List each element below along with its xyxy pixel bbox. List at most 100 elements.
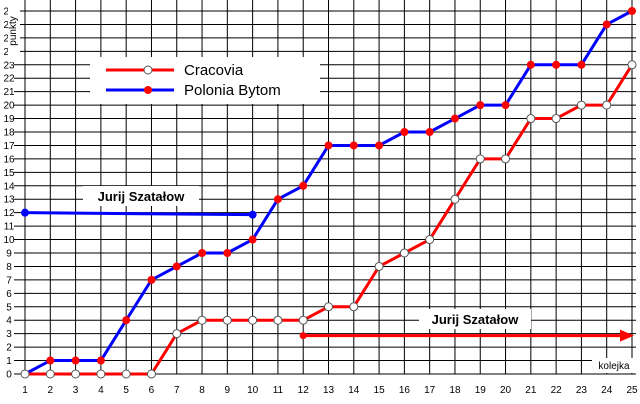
y-tick-label: 22	[3, 74, 15, 85]
y-tick-label: 11	[4, 222, 15, 233]
data-point-polonia-bytom	[46, 356, 55, 365]
data-point-cracovia	[45, 369, 55, 379]
legend-marker	[144, 86, 152, 94]
y-tick-label: 4	[6, 316, 12, 327]
legend-box	[90, 57, 320, 104]
data-point-cracovia	[526, 114, 536, 124]
annotation-label-box-polonia	[83, 186, 199, 206]
y-tick-label: 21	[3, 87, 15, 98]
x-tick-label: 10	[247, 385, 259, 396]
y-tick-label: 2	[6, 343, 12, 354]
data-point-polonia-bytom	[425, 128, 434, 136]
y-tick-label: 23	[3, 60, 15, 71]
data-point-polonia-bytom	[602, 20, 611, 29]
data-point-polonia-bytom	[552, 60, 561, 69]
y-tick-label: 12	[3, 208, 15, 219]
data-point-cracovia	[273, 315, 283, 325]
data-point-polonia-bytom	[628, 7, 636, 15]
x-tick-label: 2	[48, 385, 54, 396]
data-point-polonia-bytom	[248, 235, 257, 244]
data-point-polonia-bytom	[501, 101, 510, 110]
annotations: Jurij Szatałow Jurij Szatałow	[21, 186, 634, 342]
x-tick-label: 11	[273, 385, 284, 396]
x-tick-label: 20	[500, 385, 512, 396]
data-point-cracovia	[197, 315, 207, 325]
x-tick-label: 3	[73, 385, 79, 396]
legend-marker	[143, 65, 153, 75]
y-tick-label: 14	[3, 181, 15, 192]
data-point-polonia-bytom	[223, 249, 232, 257]
data-point-cracovia	[324, 302, 333, 312]
y-tick-label: 0	[6, 370, 12, 381]
legend: Cracovia Polonia Bytom	[90, 57, 320, 104]
data-point-polonia-bytom	[147, 275, 156, 284]
annotation-line-polonia	[24, 211, 253, 217]
annotation-end-dot-polonia	[248, 210, 257, 219]
data-point-cracovia	[551, 114, 561, 124]
data-point-polonia-bytom	[122, 316, 131, 325]
data-point-cracovia	[71, 369, 81, 379]
annotation-start-dot-cracovia	[299, 332, 307, 340]
data-point-cracovia	[172, 329, 182, 339]
data-point-polonia-bytom	[172, 262, 181, 271]
y-tick-label: 20	[3, 101, 15, 112]
xlabel: kolejka	[598, 361, 630, 372]
data-point-polonia-bytom	[198, 249, 207, 257]
data-point-cracovia	[425, 235, 435, 245]
x-tick-labels: 1 2 3 4 5 6 7 8 9 10 11 12 13 14 15 16 17 18 19 20 21 22 23 24 2…	[22, 385, 638, 396]
data-point-cracovia	[298, 315, 308, 325]
x-tick-label: 22	[551, 385, 563, 396]
data-point-cracovia	[627, 60, 637, 70]
x-tick-label: 18	[449, 385, 461, 396]
x-tick-label: 9	[225, 385, 231, 396]
x-tick-label: 23	[576, 385, 588, 396]
y-tick-label: 1	[6, 356, 12, 367]
data-point-cracovia	[602, 100, 612, 110]
y-tick-label: 7	[6, 275, 12, 286]
series-layer	[20, 7, 637, 379]
data-point-cracovia	[248, 315, 258, 325]
data-point-cracovia	[96, 369, 106, 379]
y-tick-label: 6	[6, 289, 12, 300]
y-tick-label: 19	[3, 114, 15, 125]
annotation-label-cracovia: Jurij Szatałow	[432, 312, 520, 327]
y-tick-label: 13	[3, 195, 15, 206]
y-tick-label: 16	[3, 154, 15, 165]
data-point-cracovia	[146, 369, 156, 379]
x-tick-label: 5	[123, 385, 129, 396]
data-point-cracovia	[475, 154, 485, 164]
data-point-polonia-bytom	[349, 141, 358, 150]
y-tick-label: 5	[6, 302, 12, 313]
y-tick-label: 10	[3, 235, 15, 246]
data-point-polonia-bytom	[273, 195, 282, 204]
annotation-label-box-cracovia	[419, 309, 531, 329]
x-tick-label: 7	[174, 385, 180, 396]
annotation-arrowhead-cracovia	[620, 329, 634, 342]
y-tick-label: 18	[3, 128, 15, 139]
data-point-polonia-bytom	[96, 356, 105, 365]
x-tick-label: 21	[525, 385, 537, 396]
data-point-polonia-bytom	[476, 101, 485, 110]
x-tick-label: 16	[399, 385, 411, 396]
y-tick-label: 3	[6, 329, 12, 340]
data-point-cracovia	[450, 194, 460, 204]
x-tick-label: 24	[601, 385, 613, 396]
data-point-polonia-bytom	[375, 141, 384, 150]
y-tick-label: 15	[3, 168, 15, 179]
x-tick-label: 8	[199, 385, 205, 396]
legend-label: Cracovia	[184, 62, 244, 79]
annotation-label-polonia: Jurij Szatałow	[98, 189, 186, 204]
legend-label: Polonia Bytom	[184, 82, 281, 99]
y-tick-label: 17	[3, 141, 15, 152]
data-point-polonia-bytom	[324, 141, 333, 150]
x-tick-label: 17	[424, 385, 436, 396]
data-point-polonia-bytom	[526, 60, 535, 69]
x-tick-label: 6	[149, 385, 155, 396]
x-tick-label: 19	[475, 385, 487, 396]
ylabel: punkty	[8, 16, 19, 45]
ylabel-box	[8, 0, 20, 62]
data-point-polonia-bytom	[71, 356, 80, 365]
x-tick-label: 12	[298, 385, 310, 396]
data-point-polonia-bytom	[450, 114, 459, 123]
